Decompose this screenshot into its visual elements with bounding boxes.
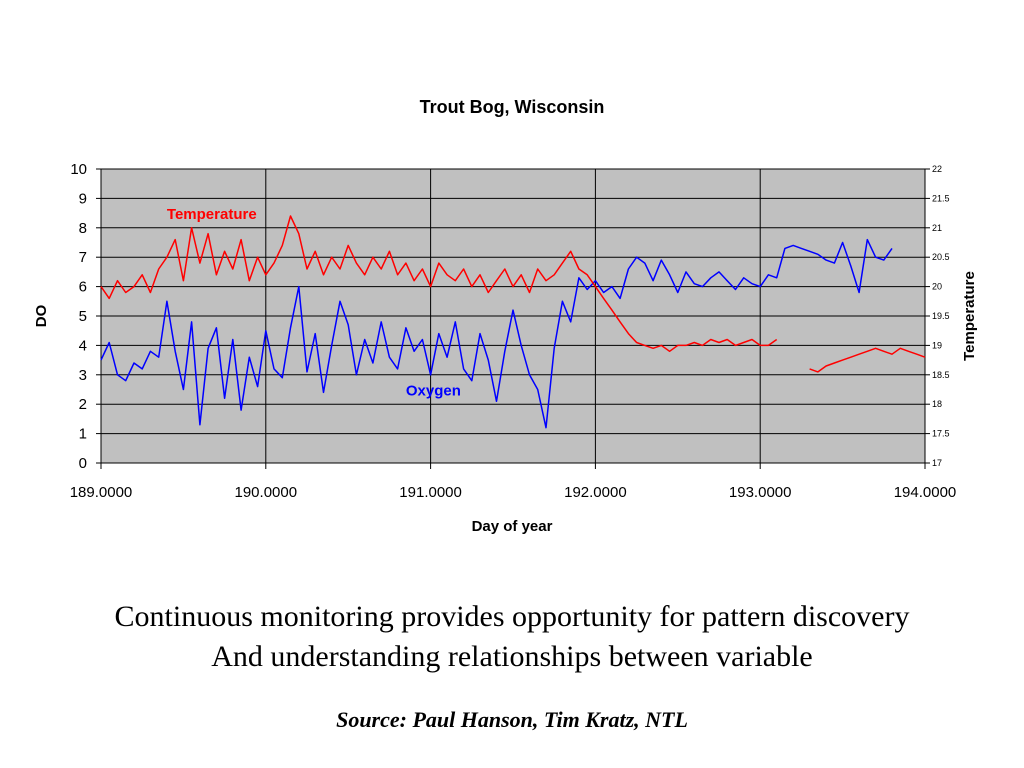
y-axis-label: DO (33, 304, 50, 327)
source-credit: Source: Paul Hanson, Tim Kratz, NTL (336, 707, 688, 732)
y-tick-label: 7 (79, 249, 87, 266)
y2-tick-label: 17 (932, 458, 942, 468)
x-axis-label: Day of year (472, 518, 553, 535)
x-tick-label: 194.0000 (894, 484, 957, 501)
x-tick-label: 189.0000 (70, 484, 133, 501)
oxygen-series-line (100, 238, 893, 429)
caption-line-2: And understanding relationships between … (211, 640, 813, 673)
temperature-series-line (100, 215, 926, 373)
y-tick-label: 6 (79, 279, 87, 296)
y2-tick-label: 22 (932, 164, 942, 174)
y2-tick-label: 20 (932, 282, 942, 292)
x-tick-label: 191.0000 (399, 484, 462, 501)
series-annotation: Oxygen (406, 382, 461, 399)
caption-line-1: Continuous monitoring provides opportuni… (114, 600, 910, 633)
y-tick-label: 8 (79, 220, 87, 237)
y-tick-label: 5 (79, 308, 87, 325)
y2-tick-label: 19.5 (932, 311, 950, 321)
y-tick-label: 0 (79, 455, 87, 472)
y-tick-label: 10 (70, 161, 87, 178)
x-tick-label: 193.0000 (729, 484, 792, 501)
y2-tick-label: 21 (932, 223, 942, 233)
chart: 0 1 2 3 4 5 6 7 8 9 10 189.0000 190.0000 191.0000 192.… (33, 97, 978, 535)
y2-tick-label: 18.5 (932, 370, 950, 380)
y2-tick-label: 19 (932, 340, 942, 350)
y2-tick-label: 17.5 (932, 429, 950, 439)
y-tick-label: 4 (79, 337, 87, 354)
y-tick-label: 2 (79, 396, 87, 413)
y2-axis-label: Temperature (961, 271, 978, 361)
y-tick-label: 9 (79, 190, 87, 207)
y2-tick-label: 21.5 (932, 193, 950, 203)
x-tick-label: 190.0000 (235, 484, 298, 501)
y-tick-label: 3 (79, 367, 87, 384)
y2-tick-label: 18 (932, 399, 942, 409)
series-annotation: Temperature (167, 206, 257, 223)
y2-tick-label: 20.5 (932, 252, 950, 262)
chart-title: Trout Bog, Wisconsin (420, 97, 605, 117)
y-tick-label: 1 (79, 426, 87, 443)
x-tick-label: 192.0000 (564, 484, 627, 501)
